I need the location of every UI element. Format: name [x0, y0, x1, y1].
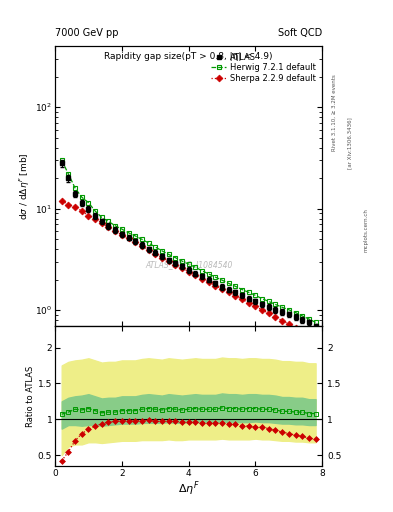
- Text: Rivet 3.1.10, ≥ 3.2M events: Rivet 3.1.10, ≥ 3.2M events: [332, 74, 337, 151]
- Text: ATLAS_2012_I1084540: ATLAS_2012_I1084540: [145, 260, 232, 269]
- Legend: ATLAS, Herwig 7.2.1 default, Sherpa 2.2.9 default: ATLAS, Herwig 7.2.1 default, Sherpa 2.2.…: [209, 50, 318, 86]
- Y-axis label: d$\sigma$ / d$\Delta\eta^F$ [mb]: d$\sigma$ / d$\Delta\eta^F$ [mb]: [18, 152, 32, 220]
- Y-axis label: Ratio to ATLAS: Ratio to ATLAS: [26, 366, 35, 426]
- Text: [ar Xiv:1306.3436]: [ar Xiv:1306.3436]: [348, 117, 353, 169]
- X-axis label: $\Delta\eta^F$: $\Delta\eta^F$: [178, 479, 200, 498]
- Text: 7000 GeV pp: 7000 GeV pp: [55, 28, 119, 38]
- Text: Rapidity gap size(pT > 0.8, |η| < 4.9): Rapidity gap size(pT > 0.8, |η| < 4.9): [105, 52, 273, 61]
- Text: Soft QCD: Soft QCD: [278, 28, 322, 38]
- Text: mcplots.cern.ch: mcplots.cern.ch: [364, 208, 369, 252]
